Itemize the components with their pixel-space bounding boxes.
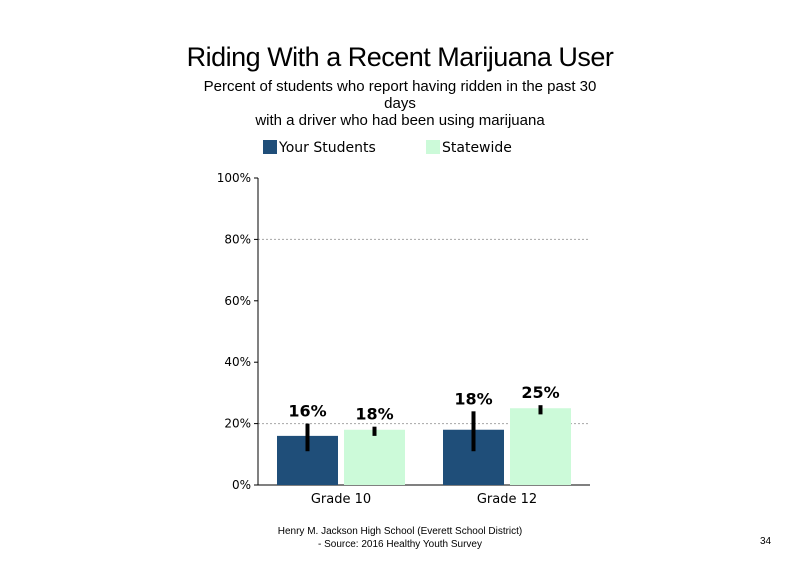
bar-statewide-grade-12 bbox=[510, 408, 571, 485]
legend-label-statewide: Statewide bbox=[442, 140, 512, 156]
chart-subtitle: Percent of students who report having ri… bbox=[170, 78, 630, 129]
y-tick-label-0: 0% bbox=[232, 478, 251, 492]
y-tick-label-40: 40% bbox=[224, 355, 251, 369]
data-label-statewide-grade-12: 25% bbox=[521, 383, 559, 402]
x-category-label-grade-10: Grade 10 bbox=[311, 492, 371, 507]
data-label-your-students-grade-10: 16% bbox=[288, 402, 326, 421]
y-tick-label-100: 100% bbox=[217, 171, 251, 185]
footer-line-2: - Source: 2016 Healthy Youth Survey bbox=[318, 539, 482, 550]
subtitle-line-1: Percent of students who report having ri… bbox=[203, 78, 597, 95]
data-label-your-students-grade-12: 18% bbox=[454, 389, 492, 408]
y-tick-label-80: 80% bbox=[224, 232, 251, 246]
y-tick-label-20: 20% bbox=[224, 417, 251, 431]
legend-item-your-students: Your Students bbox=[263, 140, 376, 156]
subtitle-line-3: with a driver who had been using marijua… bbox=[255, 112, 545, 129]
legend-label-your-students: Your Students bbox=[279, 140, 376, 156]
footer-source: Henry M. Jackson High School (Everett Sc… bbox=[250, 525, 550, 551]
legend-swatch-statewide bbox=[426, 140, 440, 154]
bar-statewide-grade-10 bbox=[344, 429, 405, 485]
y-tick-label-60: 60% bbox=[224, 294, 251, 308]
page-number: 34 bbox=[760, 536, 772, 547]
chart-title: Riding With a Recent Marijuana User bbox=[186, 42, 614, 72]
data-label-statewide-grade-10: 18% bbox=[355, 405, 393, 424]
footer-line-1: Henry M. Jackson High School (Everett Sc… bbox=[277, 526, 523, 537]
x-category-label-grade-12: Grade 12 bbox=[477, 492, 537, 507]
legend-swatch-your-students bbox=[263, 140, 277, 154]
subtitle-line-2: days bbox=[384, 95, 416, 112]
legend-item-statewide: Statewide bbox=[426, 140, 512, 156]
